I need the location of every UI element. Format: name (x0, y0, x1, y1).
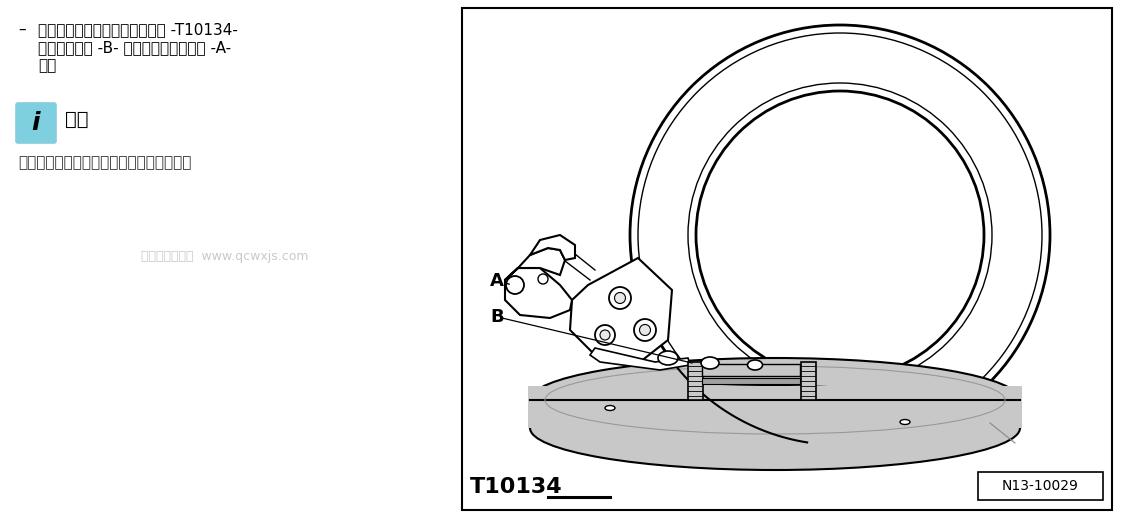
Text: 中。: 中。 (38, 58, 56, 73)
Circle shape (614, 293, 625, 304)
Text: i: i (32, 111, 41, 135)
Circle shape (506, 276, 524, 294)
Ellipse shape (658, 351, 678, 365)
Polygon shape (591, 348, 690, 370)
Text: 汽车维修技术网  www.qcwxjs.com: 汽车维修技术网 www.qcwxjs.com (141, 250, 309, 263)
Polygon shape (505, 248, 565, 280)
Bar (462, 8, 1112, 510)
Text: A: A (490, 272, 504, 290)
Text: 将密封法兰的正面放在安装工具 -T10134-: 将密封法兰的正面放在安装工具 -T10134- (38, 22, 238, 37)
Circle shape (600, 330, 610, 340)
Bar (687, 362, 703, 400)
FancyBboxPatch shape (16, 103, 56, 143)
Ellipse shape (701, 357, 719, 369)
Text: 注意，密封法兰要平整地放在装配夹具上。: 注意，密封法兰要平整地放在装配夹具上。 (18, 155, 192, 170)
Ellipse shape (530, 386, 1020, 470)
Bar (702, 364, 800, 376)
Polygon shape (530, 235, 575, 260)
Circle shape (538, 274, 548, 284)
Text: N13-10029: N13-10029 (1002, 479, 1079, 493)
Text: T10134: T10134 (470, 477, 562, 497)
Ellipse shape (605, 406, 615, 411)
Text: 上，使定位销 -B- 装入脉冲信号轮的孔 -A-: 上，使定位销 -B- 装入脉冲信号轮的孔 -A- (38, 40, 231, 55)
Circle shape (639, 324, 650, 335)
Bar (801, 362, 816, 400)
Circle shape (609, 287, 631, 309)
Bar (529, 386, 1022, 428)
Text: 提示: 提示 (65, 110, 89, 129)
Circle shape (635, 319, 656, 341)
Ellipse shape (747, 360, 763, 370)
Polygon shape (570, 258, 672, 362)
Text: B: B (490, 308, 504, 326)
Circle shape (630, 25, 1050, 445)
Ellipse shape (900, 419, 909, 424)
Bar (978, 472, 1103, 500)
Polygon shape (505, 268, 573, 318)
Ellipse shape (530, 358, 1020, 442)
Bar (702, 378, 800, 384)
Text: –: – (18, 22, 26, 37)
Circle shape (595, 325, 615, 345)
Bar (530, 400, 1020, 428)
